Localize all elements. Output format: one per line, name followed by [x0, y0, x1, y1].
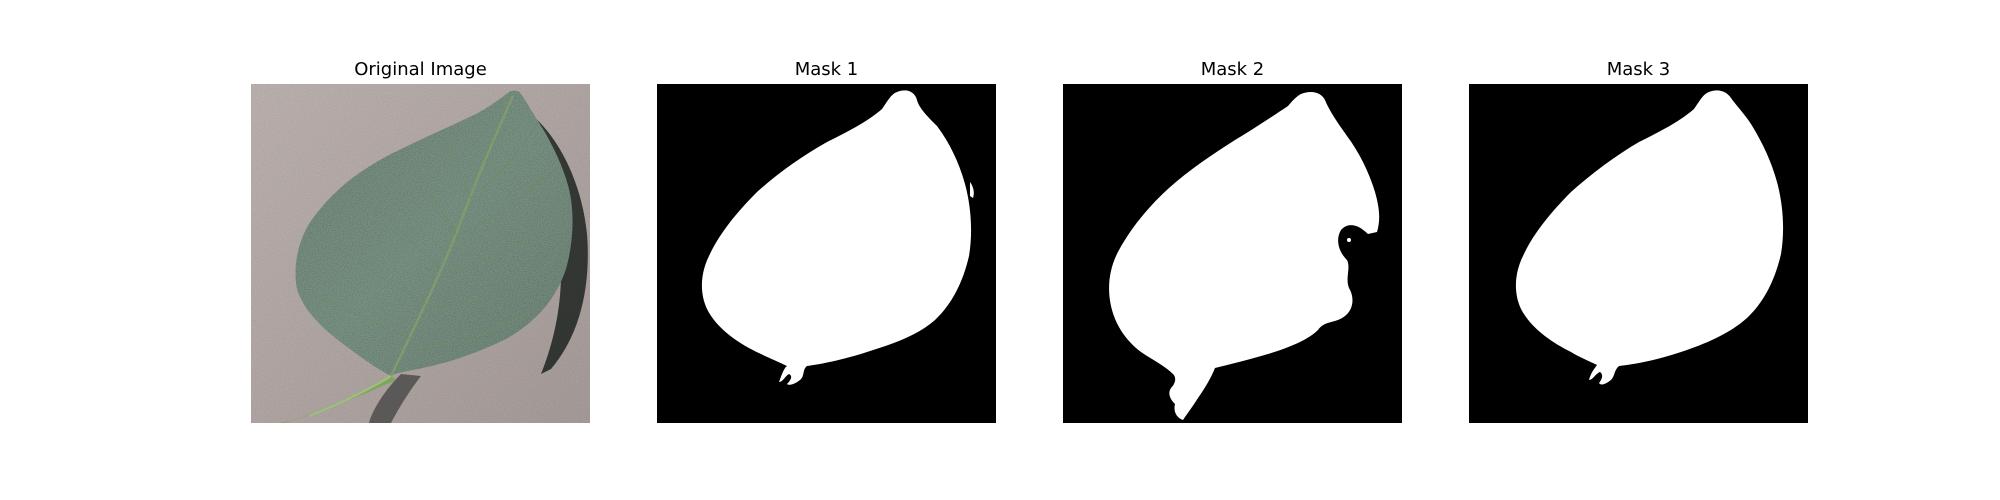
original-leaf-photo: [251, 84, 590, 423]
mask-1-image: [657, 84, 996, 423]
mask-3-image: [1469, 84, 1808, 423]
panel-title: Mask 2: [1200, 59, 1265, 80]
panel-title: Mask 3: [1606, 59, 1671, 80]
panel-mask-2: Mask 2: [1063, 0, 1402, 500]
panel-original-image: Original Image: [251, 0, 590, 500]
mask-2-image: [1063, 84, 1402, 423]
panel-mask-1: Mask 1: [657, 0, 996, 500]
panel-mask-3: Mask 3: [1469, 0, 1808, 500]
panel-title: Mask 1: [794, 59, 859, 80]
panel-title: Original Image: [354, 59, 487, 80]
